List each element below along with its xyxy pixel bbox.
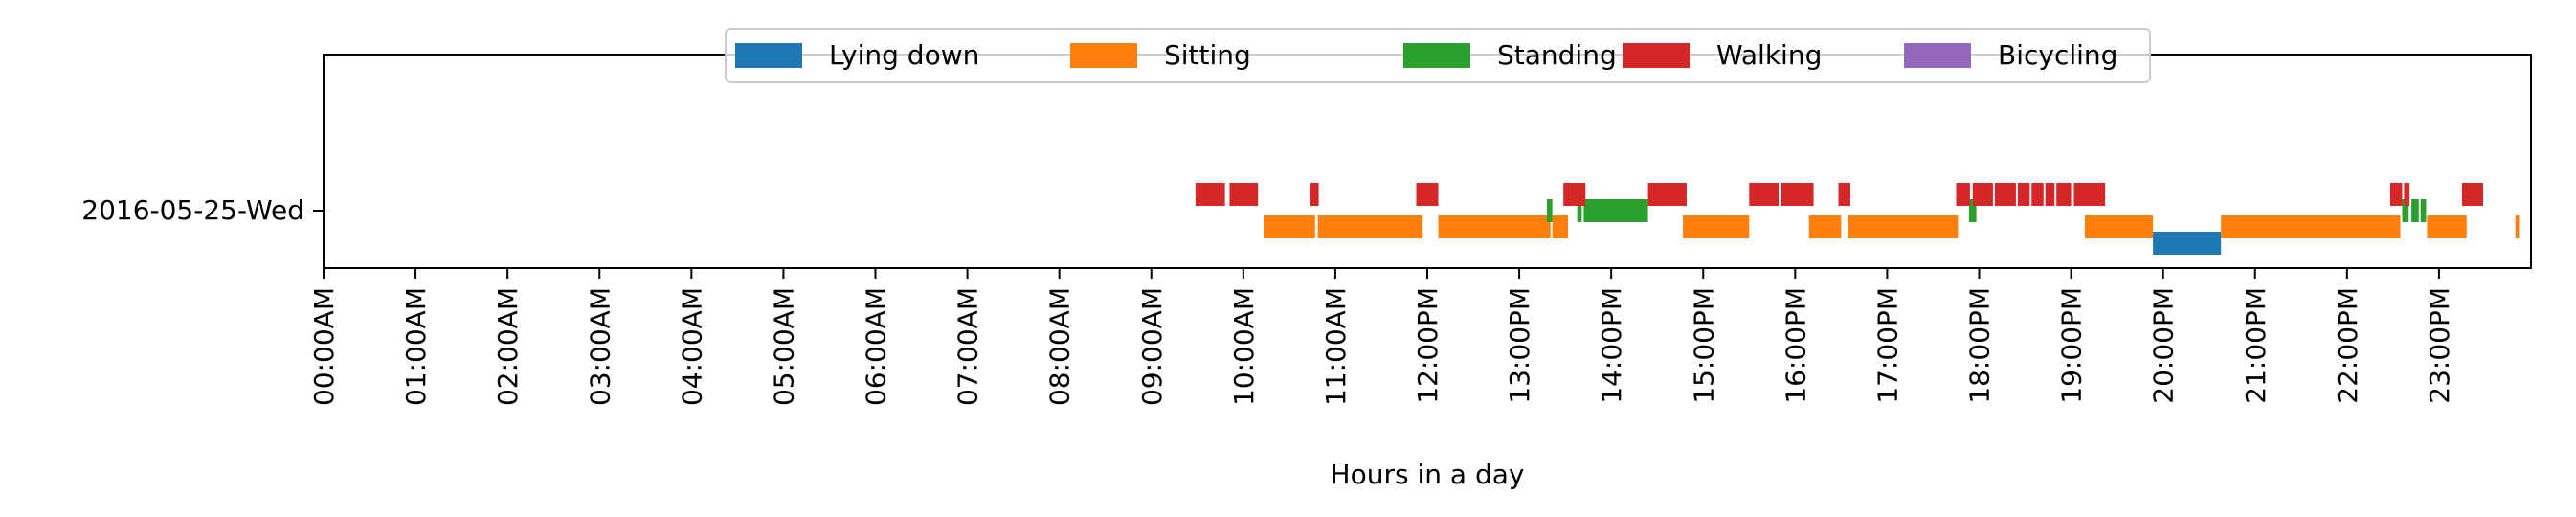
- x-tick-label: 14:00PM: [1596, 287, 1627, 404]
- bar-walking: [1780, 183, 1814, 206]
- y-axis: 2016-05-25-Wed: [81, 194, 324, 226]
- x-tick-label: 15:00PM: [1688, 287, 1719, 404]
- x-tick-label: 22:00PM: [2332, 287, 2363, 404]
- bar-walking: [1195, 183, 1225, 206]
- bar-standing: [2420, 199, 2427, 222]
- x-axis-label: Hours in a day: [1331, 459, 1525, 490]
- bar-sitting: [2427, 215, 2467, 238]
- x-tick-label: 16:00PM: [1780, 287, 1811, 404]
- x-tick-label: 13:00PM: [1504, 287, 1535, 404]
- legend-swatch-lying-down: [735, 43, 802, 68]
- bar-standing: [1546, 199, 1553, 222]
- bar-sitting: [1263, 215, 1315, 238]
- x-tick-label: 23:00PM: [2424, 287, 2455, 404]
- legend-label-standing: Standing: [1497, 39, 1617, 71]
- x-tick-label: 18:00PM: [1964, 287, 1996, 404]
- x-tick-label: 08:00AM: [1044, 287, 1076, 406]
- x-tick-label: 02:00AM: [492, 287, 524, 406]
- x-tick-label: 01:00AM: [400, 287, 432, 406]
- bar-walking: [2056, 183, 2072, 206]
- bar-standing: [2411, 199, 2419, 222]
- bar-walking: [1838, 183, 1850, 206]
- x-tick-label: 11:00AM: [1320, 287, 1352, 406]
- bar-walking: [2017, 183, 2030, 206]
- bar-walking: [1956, 183, 1970, 206]
- bar-lying-down: [2153, 232, 2222, 255]
- bar-walking: [1749, 183, 1780, 206]
- bar-sitting: [1848, 215, 1959, 238]
- legend: Lying down Sitting Standing Walking Bicyclin…: [725, 28, 2151, 83]
- legend-swatch-bicycling: [1904, 43, 1971, 68]
- bar-walking: [2045, 183, 2055, 206]
- bar-standing: [2402, 199, 2409, 222]
- x-tick-label: 06:00AM: [861, 287, 892, 406]
- x-tick-label: 12:00PM: [1412, 287, 1444, 404]
- bar-standing: [1968, 199, 1977, 222]
- bar-sitting: [1683, 215, 1750, 238]
- legend-label-walking: Walking: [1716, 39, 1822, 71]
- bar-walking: [1994, 183, 2016, 206]
- x-tick-label: 19:00PM: [2056, 287, 2088, 404]
- bar-walking: [2389, 183, 2403, 206]
- x-tick-label: 05:00AM: [768, 287, 799, 406]
- x-tick-label: 03:00AM: [584, 287, 616, 406]
- activity-bars: [1195, 183, 2520, 255]
- bar-sitting: [2221, 215, 2401, 238]
- x-tick-label: 21:00PM: [2240, 287, 2272, 404]
- bar-sitting: [2515, 215, 2520, 238]
- x-tick-label: 17:00PM: [1871, 287, 1903, 404]
- x-tick-label: 09:00AM: [1136, 287, 1168, 406]
- legend-label-bicycling: Bicycling: [1998, 39, 2117, 71]
- bar-sitting: [1438, 215, 1551, 238]
- x-tick-label: 07:00AM: [952, 287, 984, 406]
- x-tick-label: 20:00PM: [2148, 287, 2180, 404]
- legend-label-sitting: Sitting: [1164, 39, 1251, 71]
- bar-walking: [1647, 183, 1687, 206]
- bar-standing: [1583, 199, 1648, 222]
- bar-walking: [1563, 183, 1586, 206]
- x-tick-label: 00:00AM: [308, 287, 340, 406]
- legend-swatch-sitting: [1070, 43, 1137, 68]
- bar-sitting: [1317, 215, 1423, 238]
- bar-walking: [2073, 183, 2106, 206]
- bar-walking: [2031, 183, 2044, 206]
- bar-walking: [1229, 183, 1259, 206]
- bar-standing: [1577, 199, 1582, 222]
- bar-walking: [1972, 183, 1993, 206]
- bar-walking: [2404, 183, 2410, 206]
- bar-walking: [1310, 183, 1319, 206]
- bar-walking: [1416, 183, 1439, 206]
- legend-label-lying-down: Lying down: [829, 39, 979, 71]
- bar-sitting: [2085, 215, 2154, 238]
- y-tick-label: 2016-05-25-Wed: [81, 194, 304, 226]
- bar-sitting: [1552, 215, 1568, 238]
- legend-swatch-standing: [1403, 43, 1470, 68]
- x-tick-label: 04:00AM: [676, 287, 707, 406]
- bar-walking: [2461, 183, 2484, 206]
- x-axis: 00:00AM 01:00AM 02:00AM 03:00AM 04:00AM 05:00…: [308, 268, 2455, 406]
- legend-swatch-walking: [1623, 43, 1690, 68]
- bar-sitting: [1808, 215, 1842, 238]
- x-tick-label: 10:00AM: [1228, 287, 1260, 406]
